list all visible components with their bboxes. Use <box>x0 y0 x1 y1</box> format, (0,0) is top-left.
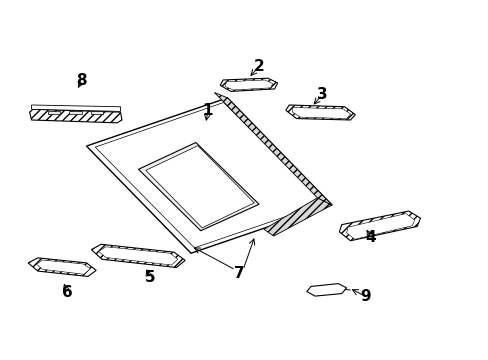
Polygon shape <box>214 93 331 205</box>
Text: 7: 7 <box>234 266 244 281</box>
Polygon shape <box>31 105 120 111</box>
Polygon shape <box>339 211 420 241</box>
Polygon shape <box>306 284 346 296</box>
Text: 3: 3 <box>316 87 327 103</box>
Polygon shape <box>69 111 81 114</box>
Polygon shape <box>220 78 277 91</box>
Polygon shape <box>264 198 331 236</box>
Text: 4: 4 <box>365 230 375 245</box>
Polygon shape <box>47 111 60 114</box>
Text: 6: 6 <box>61 285 72 300</box>
Polygon shape <box>86 98 331 253</box>
Polygon shape <box>224 80 272 90</box>
Polygon shape <box>145 146 254 228</box>
Polygon shape <box>91 244 185 267</box>
Text: 5: 5 <box>144 270 155 285</box>
Polygon shape <box>36 260 90 274</box>
Text: 1: 1 <box>203 103 213 118</box>
Polygon shape <box>28 258 96 276</box>
Polygon shape <box>291 108 350 118</box>
Polygon shape <box>285 105 355 120</box>
Text: 2: 2 <box>253 59 264 74</box>
Polygon shape <box>95 103 324 248</box>
Text: 8: 8 <box>76 73 87 88</box>
Polygon shape <box>99 247 178 265</box>
Polygon shape <box>346 213 414 239</box>
Polygon shape <box>91 111 103 114</box>
Text: 9: 9 <box>359 289 369 303</box>
Polygon shape <box>138 143 259 231</box>
Polygon shape <box>30 109 122 123</box>
